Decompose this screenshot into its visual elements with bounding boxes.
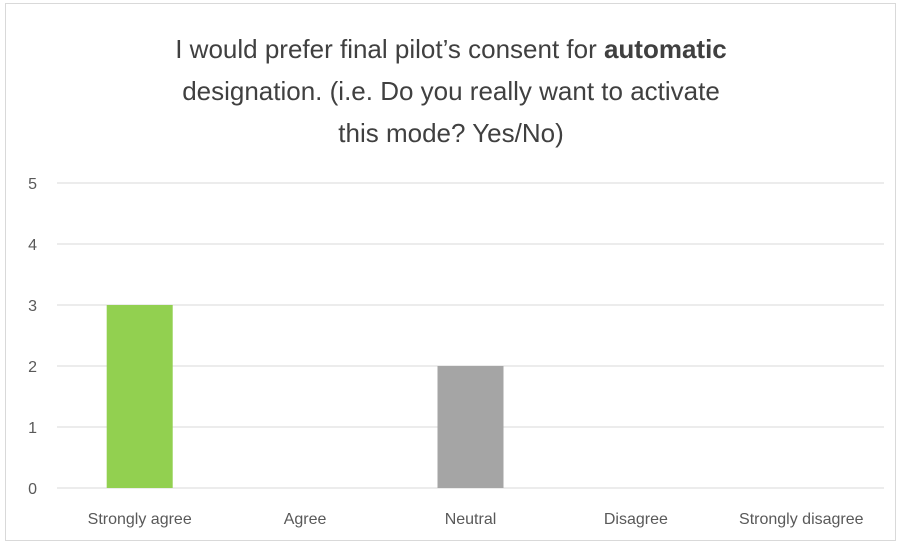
y-axis: 0 1 2 3 4 5 [28,176,37,498]
x-tick-label-disagree: Disagree [604,511,668,528]
y-tick-label-2: 2 [28,359,37,376]
bar-strongly-agree [106,305,173,488]
x-tick-label-agree: Agree [284,511,327,528]
chart-title-line-1-text: I would prefer final pilot’s consent for [175,34,604,64]
chart-title: I would prefer final pilot’s consent for… [0,28,902,154]
x-tick-label-strongly-disagree: Strongly disagree [739,511,864,528]
chart-title-line-2: designation. (i.e. Do you really want to… [182,76,720,106]
y-tick-label-0: 0 [28,481,37,498]
chart-title-emphasis: automatic [603,34,727,64]
y-tick-label-5: 5 [28,176,37,193]
bar-neutral [437,366,504,488]
chart-title-line-3: this mode? Yes/No) [338,118,564,148]
x-tick-label-neutral: Neutral [445,511,497,528]
bars [106,305,504,488]
x-axis: Strongly agree Agree Neutral Disagree Strong… [88,511,864,528]
y-tick-label-1: 1 [28,420,37,437]
y-tick-label-3: 3 [28,298,37,315]
chart-title-line-1: I would prefer final pilot’s consent for… [0,28,902,70]
x-tick-label-strongly-agree: Strongly agree [88,511,192,528]
y-tick-label-4: 4 [28,237,37,254]
